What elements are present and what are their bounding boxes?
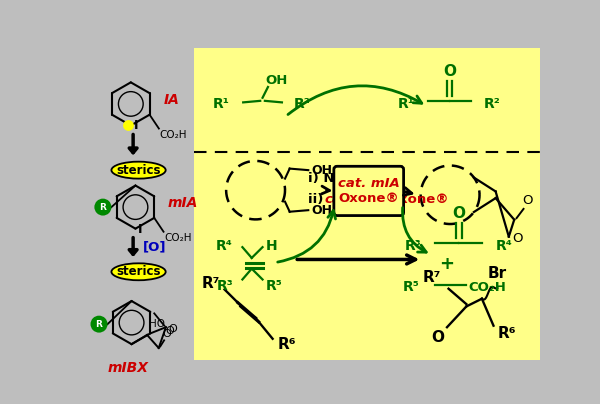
Text: O: O xyxy=(512,232,523,245)
Text: OH: OH xyxy=(265,74,287,87)
Text: O: O xyxy=(522,194,532,207)
Text: OH: OH xyxy=(311,204,332,217)
Text: R⁷: R⁷ xyxy=(422,270,441,286)
Text: R⁶: R⁶ xyxy=(277,337,296,352)
Text: HO: HO xyxy=(149,319,164,329)
Circle shape xyxy=(94,199,112,216)
Text: R⁵: R⁵ xyxy=(266,279,283,292)
Text: R¹: R¹ xyxy=(212,97,229,111)
FancyArrowPatch shape xyxy=(403,208,426,252)
Text: CO₂H: CO₂H xyxy=(160,130,187,140)
Text: mIA, Oxone®: mIA, Oxone® xyxy=(349,193,449,206)
Circle shape xyxy=(91,316,107,332)
Text: CO₂H: CO₂H xyxy=(164,233,192,243)
Text: H: H xyxy=(266,239,277,252)
Text: Oxone®: Oxone® xyxy=(338,192,399,205)
Text: sterics: sterics xyxy=(116,164,161,177)
Text: +: + xyxy=(439,255,455,273)
Text: I: I xyxy=(138,223,142,236)
Text: ii): ii) xyxy=(308,193,328,206)
Text: R⁵: R⁵ xyxy=(403,280,420,294)
Text: [O]: [O] xyxy=(143,241,167,254)
Text: R⁴: R⁴ xyxy=(216,239,233,252)
Text: R⁶: R⁶ xyxy=(497,326,516,341)
FancyBboxPatch shape xyxy=(334,166,404,216)
Text: R³: R³ xyxy=(404,239,421,252)
Text: R⁴: R⁴ xyxy=(496,239,513,252)
Text: O: O xyxy=(443,64,456,79)
Text: R²: R² xyxy=(484,97,501,111)
Text: mIA: mIA xyxy=(168,196,199,210)
Text: R¹: R¹ xyxy=(398,97,415,111)
Text: Br: Br xyxy=(487,266,506,281)
Text: R³: R³ xyxy=(217,279,233,292)
Bar xyxy=(75,48,194,360)
Text: R: R xyxy=(95,320,103,329)
Text: O: O xyxy=(163,329,172,339)
Text: sterics: sterics xyxy=(116,265,161,278)
Text: O: O xyxy=(431,330,444,345)
Bar xyxy=(194,48,540,360)
Text: OH: OH xyxy=(311,164,332,177)
Text: IA: IA xyxy=(163,93,179,107)
Text: cat.: cat. xyxy=(325,193,353,206)
Text: i) NBS: i) NBS xyxy=(308,172,354,185)
Text: mIBX: mIBX xyxy=(107,361,148,375)
Text: O: O xyxy=(165,326,174,337)
Text: I: I xyxy=(134,119,139,133)
Text: O: O xyxy=(168,324,177,334)
Text: O: O xyxy=(452,206,465,221)
Ellipse shape xyxy=(112,162,166,179)
Text: R⁷: R⁷ xyxy=(202,276,220,291)
Text: R: R xyxy=(100,203,106,212)
Ellipse shape xyxy=(112,263,166,280)
Circle shape xyxy=(123,120,134,131)
Text: cat. mIA: cat. mIA xyxy=(338,177,400,190)
FancyArrowPatch shape xyxy=(278,210,335,262)
FancyArrowPatch shape xyxy=(288,86,422,114)
Text: R²: R² xyxy=(293,97,310,111)
Text: CO₂H: CO₂H xyxy=(468,281,506,294)
